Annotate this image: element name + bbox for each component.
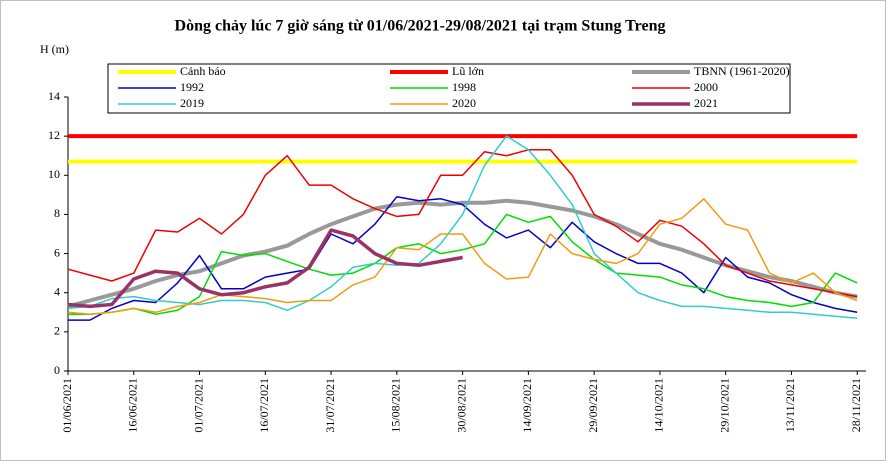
legend-label: 2021 xyxy=(694,96,718,110)
x-tick-label: 01/06/2021 xyxy=(60,378,74,433)
y-tick-label: 6 xyxy=(54,245,60,259)
legend-label: Lũ lớn xyxy=(452,64,484,78)
y-tick-label: 14 xyxy=(48,89,60,103)
x-tick-label: 29/09/2021 xyxy=(586,378,600,433)
x-tick-label: 13/11/2021 xyxy=(783,378,797,432)
series-line xyxy=(68,196,858,321)
legend-label: 2000 xyxy=(694,80,718,94)
series-line xyxy=(67,149,858,298)
y-tick-label: 10 xyxy=(48,167,60,181)
y-tick-label: 12 xyxy=(48,128,60,142)
x-tick-label: 29/10/2021 xyxy=(717,378,731,433)
x-tick-label: 16/06/2021 xyxy=(126,378,140,433)
x-tick-label: 30/08/2021 xyxy=(454,378,468,433)
y-tick-label: 0 xyxy=(54,363,60,377)
legend-label: TBNN (1961-2020) xyxy=(694,64,790,78)
x-tick-label: 14/10/2021 xyxy=(652,378,666,433)
series-line xyxy=(68,213,858,315)
series-line xyxy=(67,135,858,319)
legend-label: 1992 xyxy=(180,80,204,94)
legend-label: Cảnh báo xyxy=(180,64,226,78)
legend-label: 1998 xyxy=(452,80,476,94)
x-tick-label: 16/07/2021 xyxy=(257,378,271,433)
y-tick-label: 4 xyxy=(54,284,60,298)
x-tick-label: 28/11/2021 xyxy=(849,378,863,432)
x-tick-label: 14/09/2021 xyxy=(520,378,534,433)
y-tick-label: 2 xyxy=(54,324,60,338)
series-line xyxy=(67,198,858,315)
legend-label: 2019 xyxy=(180,96,204,110)
x-tick-label: 15/08/2021 xyxy=(389,378,403,433)
chart-title: Dòng chảy lúc 7 giờ sáng từ 01/06/2021-2… xyxy=(175,18,666,35)
y-axis-label: H (m) xyxy=(40,42,69,56)
legend-label: 2020 xyxy=(452,96,476,110)
x-tick-label: 31/07/2021 xyxy=(323,378,337,433)
series-line xyxy=(67,228,463,309)
y-tick-label: 8 xyxy=(54,206,60,220)
x-tick-label: 01/07/2021 xyxy=(191,378,205,433)
